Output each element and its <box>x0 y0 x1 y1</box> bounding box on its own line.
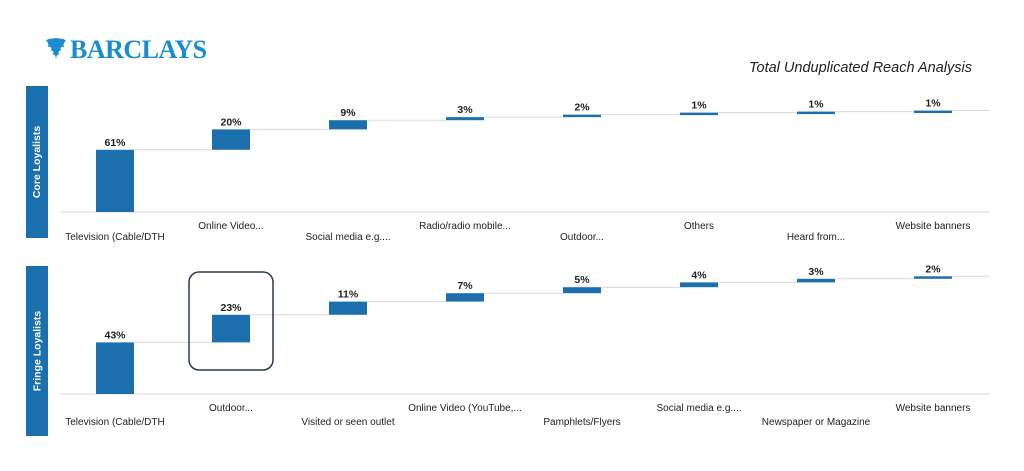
panel-1-bar-4 <box>563 287 601 294</box>
panel-1-data-label-7: 2% <box>925 263 941 275</box>
panel-0-category-label-2: Social media e.g.... <box>305 232 390 243</box>
panel-1-bar-1 <box>212 314 250 343</box>
highlight-box <box>188 271 274 371</box>
panel-0-bar-3 <box>446 117 484 121</box>
panel-0-category-label-5: Others <box>684 221 714 232</box>
panel-1-bar-7 <box>914 276 952 279</box>
panel-1-data-label-6: 3% <box>808 266 824 278</box>
panel-0-category-label-4: Outdoor... <box>560 232 604 243</box>
panel-1-data-label-5: 4% <box>691 269 707 281</box>
panel-0-bar-5 <box>680 112 718 116</box>
panel-1-data-label-2: 11% <box>338 289 359 301</box>
panel-1-category-label-5: Social media e.g.... <box>656 403 741 414</box>
barclays-logo: BARCLAYS <box>44 36 207 64</box>
panel-0-data-label-0: 61% <box>104 137 126 149</box>
panel-1-category-label-0: Television (Cable/DTH <box>65 417 164 428</box>
panel-0-bar-2 <box>329 120 367 130</box>
panel-0-bar-7 <box>914 110 952 114</box>
panel-1-data-label-3: 7% <box>457 280 473 292</box>
panel-0-data-label-6: 1% <box>808 99 824 111</box>
panel-0-data-label-7: 1% <box>925 98 941 110</box>
panel-1-category-label-3: Online Video (YouTube,... <box>408 403 522 414</box>
panel-1-category-label-7: Website banners <box>896 403 971 414</box>
panel-1-data-label-1: 23% <box>220 302 242 314</box>
panel-1-bar-5 <box>680 282 718 288</box>
panel-1-bar-6 <box>797 278 835 283</box>
panel-0-bar-4 <box>563 114 601 118</box>
brand-name: BARCLAYS <box>70 35 207 64</box>
panel-1-bar-3 <box>446 293 484 302</box>
panel-0-data-label-5: 1% <box>691 100 707 112</box>
panel-0-category-label-7: Website banners <box>896 221 971 232</box>
panel-1-bar-0 <box>96 342 134 394</box>
chart-title: Total Unduplicated Reach Analysis <box>748 60 972 76</box>
panel-1-data-label-0: 43% <box>104 329 126 341</box>
panel-0-category-label-3: Radio/radio mobile... <box>419 221 511 232</box>
panel-0-bar-0 <box>96 149 134 212</box>
panel-1-data-label-4: 5% <box>574 274 590 286</box>
fringe-loyalists-band: Fringe Loyalists <box>26 266 48 436</box>
eagle-icon <box>46 38 66 62</box>
panel-1-category-label-2: Visited or seen outlet <box>301 417 394 428</box>
panel-0-category-label-0: Television (Cable/DTH <box>65 232 164 243</box>
panel-0-data-label-3: 3% <box>457 104 473 116</box>
panel-1-category-label-1: Outdoor... <box>209 403 253 414</box>
panel-1-category-label-4: Pamphlets/Flyers <box>543 417 620 428</box>
panel-1-bar-2 <box>329 301 367 315</box>
core-loyalists-band: Core Loyalists <box>26 86 48 238</box>
panel-0-category-label-6: Heard from... <box>787 232 845 243</box>
panel-0-data-label-2: 9% <box>340 107 356 119</box>
panel-0-bar-1 <box>212 129 250 150</box>
panel-0-bar-6 <box>797 111 835 115</box>
panel-0-data-label-1: 20% <box>220 116 242 128</box>
panel-0-data-label-4: 2% <box>574 102 590 114</box>
panel-1-category-label-6: Newspaper or Magazine <box>762 417 871 428</box>
panel-0-category-label-1: Online Video... <box>198 221 263 232</box>
